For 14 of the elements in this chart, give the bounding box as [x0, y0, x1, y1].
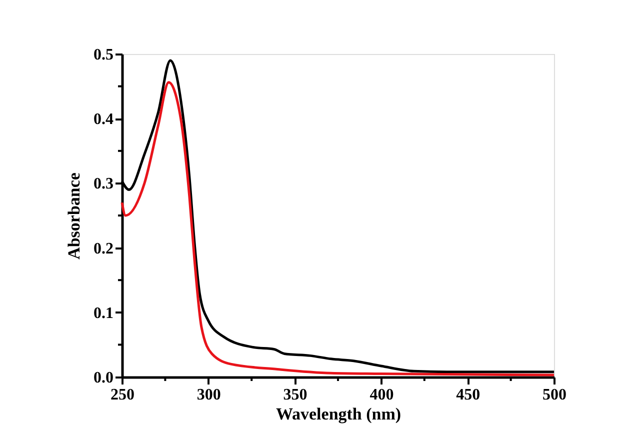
x-tick-label: 450 [456, 386, 480, 404]
x-tick-label: 400 [370, 386, 394, 404]
y-tick-label: 0.5 [94, 46, 114, 64]
y-tick-label: 0.4 [94, 111, 114, 128]
y-tick-label: 0.2 [94, 240, 114, 258]
y-tick-label: 0.3 [94, 176, 114, 193]
x-axis-title: Wavelength (nm) [276, 404, 402, 424]
y-tick-label: 0.1 [94, 304, 114, 322]
x-tick-label: 500 [542, 386, 566, 404]
y-tick-label: 0.0 [94, 370, 114, 386]
x-tick-label: 250 [110, 386, 134, 404]
y-axis-title: Absorbance [64, 172, 84, 260]
x-tick-label: 300 [196, 386, 221, 404]
x-tick-label: 350 [283, 386, 308, 404]
